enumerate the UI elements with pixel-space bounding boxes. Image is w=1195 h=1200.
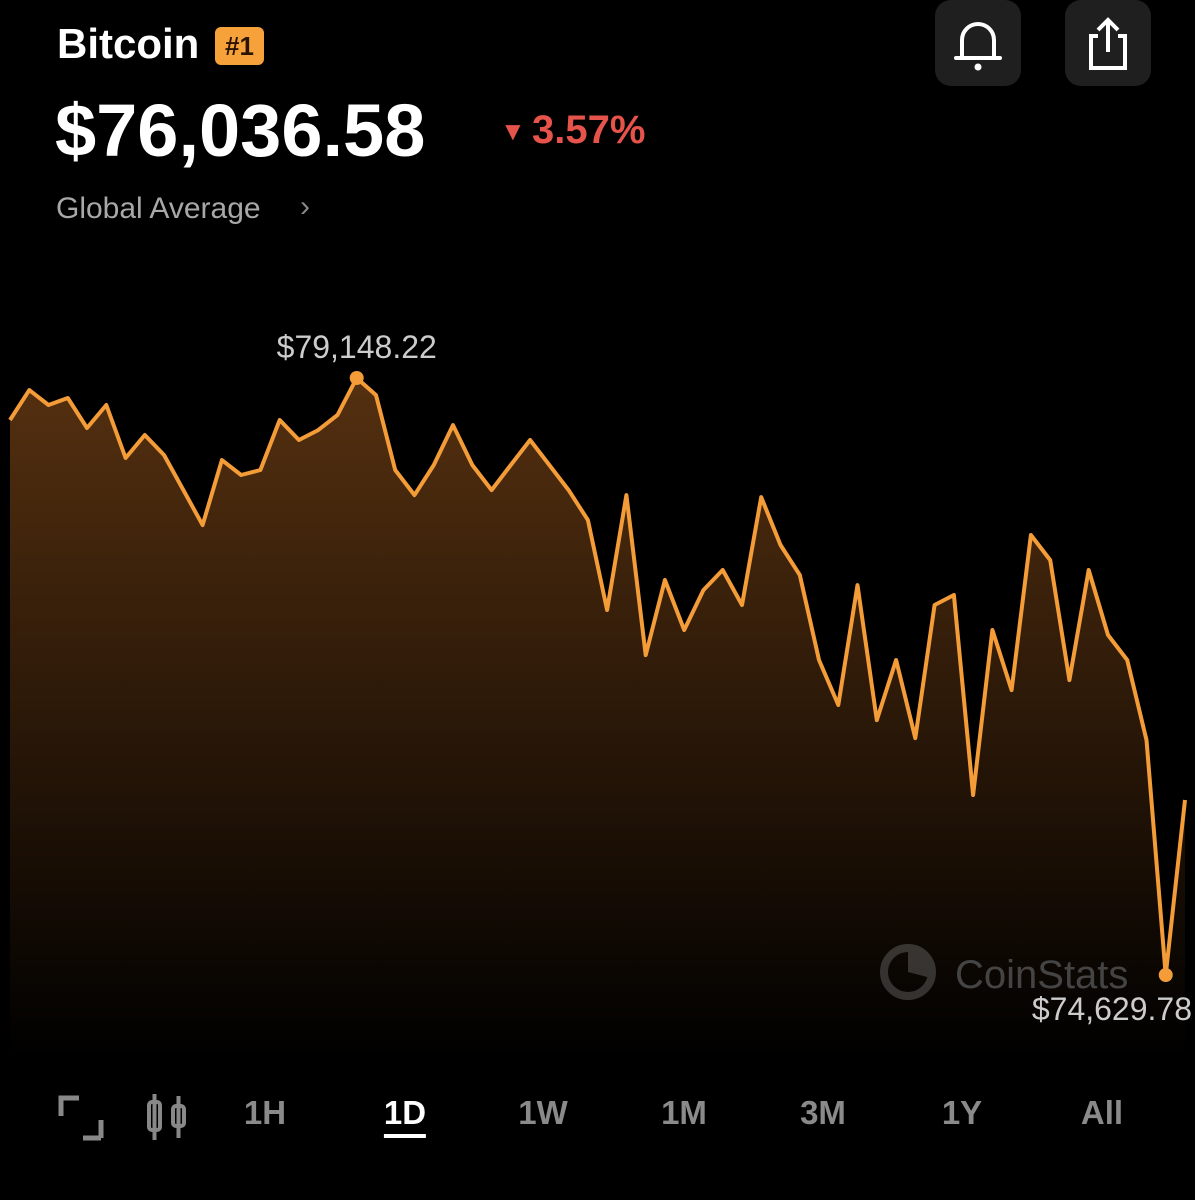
share-button[interactable] [1065, 0, 1151, 86]
range-tab[interactable]: 1M [661, 1094, 707, 1131]
price-change: 3.57% [532, 108, 646, 152]
value-label: $79,148.22 [277, 329, 437, 365]
alert-button[interactable] [935, 0, 1021, 86]
range-tab[interactable]: 1D [383, 1094, 427, 1138]
coin-name: Bitcoin [57, 20, 200, 67]
point-marker [1158, 968, 1173, 982]
down-arrow: ▼ [500, 116, 526, 146]
rank-badge: #1 [215, 27, 264, 65]
share-icon [1089, 17, 1127, 70]
value-label: $74,629.78 [1032, 991, 1192, 1027]
price: $76,036.58 [55, 89, 426, 172]
range-tab[interactable]: 1W [518, 1094, 568, 1131]
price-line [8, 376, 1187, 977]
fullscreen-button[interactable] [55, 1090, 165, 1150]
source-link[interactable]: Global Average [56, 192, 261, 225]
range-tab[interactable]: 1Y [941, 1094, 983, 1131]
candle-toggle[interactable] [140, 1088, 200, 1148]
area-fill [10, 378, 1185, 1060]
range-tab[interactable]: 1H [243, 1094, 287, 1131]
watermark-logo [880, 944, 936, 1000]
point-marker [349, 371, 364, 385]
bell-icon [954, 22, 1002, 71]
range-tab[interactable]: All [1080, 1094, 1124, 1131]
range-tab[interactable]: 3M [800, 1094, 846, 1131]
watermark: CoinStats [955, 953, 1128, 997]
chevron: › [300, 190, 310, 223]
